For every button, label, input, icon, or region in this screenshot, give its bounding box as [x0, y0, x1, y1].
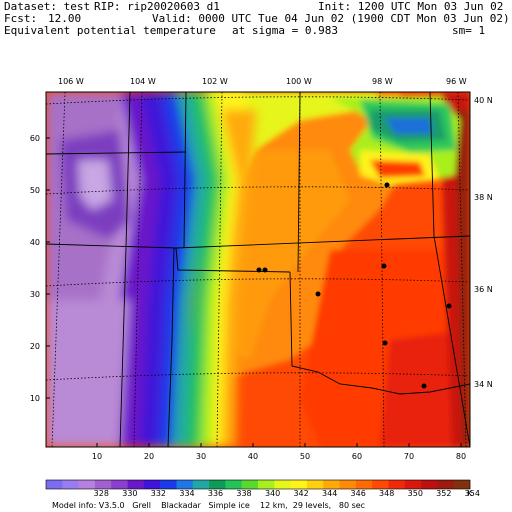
- colorbar-labels: 328 330 332 334 336 338 340 342 344 346 348 350 352 3…: [94, 489, 480, 498]
- colorbar-label: 338: [236, 489, 251, 498]
- y-tick-label: 10: [30, 394, 40, 403]
- state-boundaries: [46, 92, 470, 447]
- colorbar-cell: [127, 480, 145, 489]
- colorbar-cell: [421, 480, 438, 489]
- model-info-label: Model info: V3.5.0 Grell Blackadar Simpl…: [52, 501, 365, 510]
- x-tick-label: 20: [144, 452, 154, 461]
- x-tick-label: 70: [404, 452, 414, 461]
- colorbar-cell: [306, 480, 324, 489]
- city-marker: [382, 340, 388, 346]
- x-axis-ticks: 10 20 30 40 50 60 70 80: [92, 443, 466, 461]
- x-tick-label: 60: [352, 452, 362, 461]
- x-tick-label: 40: [248, 452, 258, 461]
- lon-label: 96 W: [446, 77, 467, 86]
- lat-label: 40 N: [474, 96, 493, 105]
- colorbar-label: 354: [465, 489, 480, 498]
- colorbar-label: 336: [208, 489, 223, 498]
- rip-label: RIP: rip20020603 d1: [94, 0, 220, 13]
- lon-label: 98 W: [372, 77, 393, 86]
- colorbar-label: 334: [179, 489, 194, 498]
- y-axis-ticks: 10 20 30 40 50 60: [30, 134, 50, 403]
- lon-label: 104 W: [130, 77, 156, 86]
- colorbar-label: 344: [322, 489, 337, 498]
- colorbar-label: 348: [379, 489, 394, 498]
- colorbar-label: 346: [351, 489, 366, 498]
- lat-label: 38 N: [474, 193, 493, 202]
- forecast-hour-label: Fcst:: [4, 12, 38, 25]
- colorbar-cell: [176, 480, 194, 489]
- x-tick-label: 30: [196, 452, 206, 461]
- city-marker: [256, 267, 262, 273]
- colorbar-label: 350: [408, 489, 423, 498]
- colorbar-cell: [274, 480, 291, 489]
- colorbar-cell: [323, 480, 340, 489]
- x-tick-label: 80: [456, 452, 466, 461]
- colorbar-frame: [45, 479, 471, 490]
- colorbar: [45, 479, 471, 490]
- y-tick-label: 20: [30, 342, 40, 351]
- city-marker: [384, 182, 390, 188]
- colorbar-cell: [143, 480, 161, 489]
- colorbar-label: 340: [265, 489, 280, 498]
- colorbar-cell: [258, 480, 275, 489]
- x-tick-label: 50: [300, 452, 310, 461]
- smoothing-label: sm= 1: [452, 24, 486, 37]
- colorbar-cell: [192, 480, 210, 489]
- colorbar-cell: [111, 480, 128, 489]
- colorbar-cell: [372, 480, 389, 489]
- x-tick-label: 10: [92, 452, 102, 461]
- y-tick-label: 30: [30, 290, 40, 299]
- colorbar-cell: [46, 480, 63, 489]
- dataset-label: Dataset: test: [4, 0, 91, 13]
- lon-label: 100 W: [286, 77, 312, 86]
- city-marker: [381, 263, 387, 269]
- colorbar-cell: [160, 480, 177, 489]
- colorbar-cell: [241, 480, 259, 489]
- colorbar-cell: [209, 480, 226, 489]
- city-marker: [446, 303, 452, 309]
- colorbar-label: 352: [436, 489, 451, 498]
- lat-label: 34 N: [474, 380, 493, 389]
- colorbar-cell: [290, 480, 308, 489]
- latlon-grid: [46, 92, 470, 447]
- city-marker: [421, 383, 427, 389]
- field-name-label: Equivalent potential temperature: [4, 24, 216, 37]
- y-tick-label: 50: [30, 186, 40, 195]
- colorbar-label: 330: [122, 489, 137, 498]
- colorbar-cell: [388, 480, 406, 489]
- colorbar-label: 328: [94, 489, 109, 498]
- colorbar-cell: [94, 480, 112, 489]
- colorbar-label: 332: [151, 489, 166, 498]
- colorbar-cell: [225, 480, 242, 489]
- colorbar-cell: [453, 480, 471, 489]
- colorbar-unit: K: [467, 489, 473, 498]
- sigma-level-label: at sigma = 0.983: [232, 24, 338, 37]
- colorbar-cell: [355, 480, 373, 489]
- city-marker: [262, 267, 268, 273]
- forecast-hour-value: 12.00: [48, 12, 82, 25]
- lon-label: 102 W: [202, 77, 228, 86]
- y-tick-label: 40: [30, 238, 40, 247]
- colorbar-cell: [339, 480, 357, 489]
- city-marker: [315, 291, 321, 297]
- colorbar-cell: [437, 480, 454, 489]
- init-time-label: Init: 1200 UTC Mon 03 Jun 02: [318, 0, 504, 13]
- lat-label: 36 N: [474, 285, 493, 294]
- colorbar-cell: [404, 480, 422, 489]
- map-frame: [45, 91, 471, 448]
- city-markers: [256, 182, 452, 389]
- valid-time-label: Valid: 0000 UTC Tue 04 Jun 02 (1900 CDT …: [152, 12, 510, 25]
- colorbar-label: 342: [293, 489, 308, 498]
- lon-label: 106 W: [58, 77, 84, 86]
- y-tick-label: 60: [30, 134, 40, 143]
- colorbar-cell: [78, 480, 96, 489]
- colorbar-cell: [62, 480, 79, 489]
